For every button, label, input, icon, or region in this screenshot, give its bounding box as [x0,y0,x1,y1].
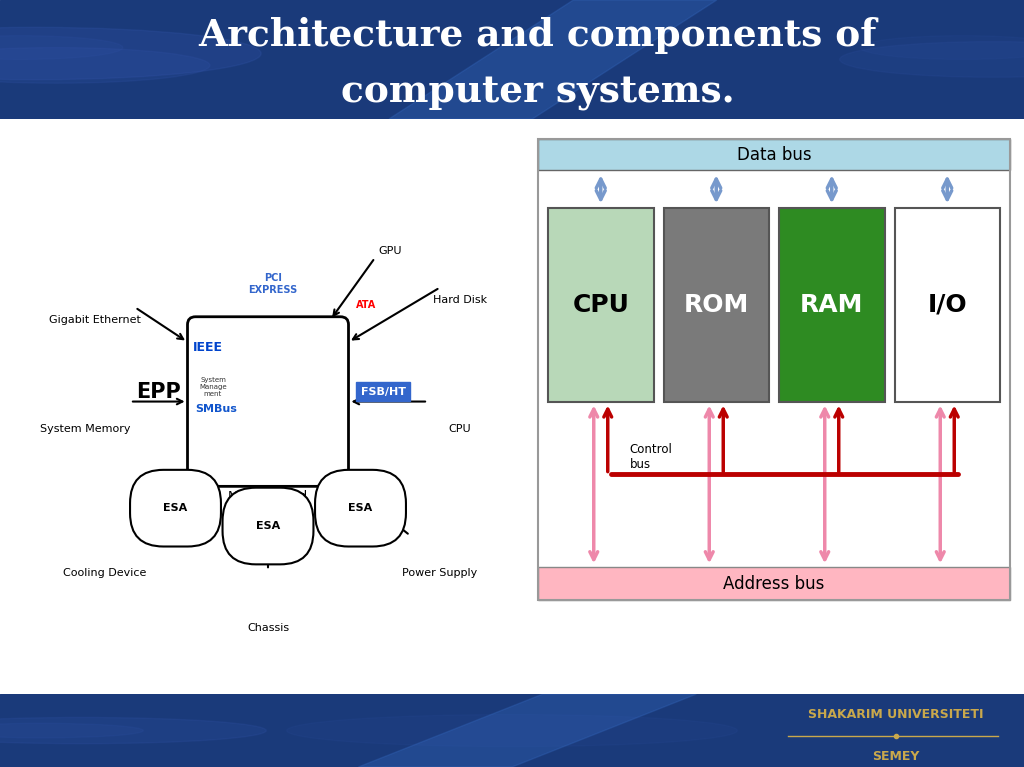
Circle shape [0,35,123,60]
Circle shape [287,715,737,746]
Text: Architecture and components of: Architecture and components of [199,17,877,54]
Text: SHAKARIM UNIVERSITETI: SHAKARIM UNIVERSITETI [808,708,984,721]
Text: ESA: ESA [348,503,373,513]
Text: Chassis: Chassis [247,623,289,633]
Text: PCI
EXPRESS: PCI EXPRESS [249,273,298,295]
Text: System
Manage
ment: System Manage ment [200,377,226,397]
Polygon shape [358,694,696,767]
Text: Motherboard: Motherboard [228,490,308,503]
Text: Control
bus: Control bus [630,443,673,471]
Polygon shape [389,0,717,119]
Text: Cooling Device: Cooling Device [63,568,146,578]
Text: CPU: CPU [572,293,629,317]
Text: FSB/HT: FSB/HT [360,387,406,397]
Bar [895,208,1000,402]
Text: IEEE: IEEE [193,341,223,354]
Bar [779,208,885,402]
Circle shape [840,41,1024,77]
FancyBboxPatch shape [187,317,348,486]
Bar [538,567,1010,600]
Text: System Memory: System Memory [40,424,130,434]
Text: ATA: ATA [355,300,376,310]
Text: Gigabit Ethernet: Gigabit Ethernet [49,315,141,325]
Text: Address bus: Address bus [723,574,824,593]
Bar [664,208,769,402]
Circle shape [0,717,266,744]
Text: Power Supply: Power Supply [402,568,477,578]
Text: ESA: ESA [256,521,281,531]
Circle shape [0,28,261,80]
Text: computer systems.: computer systems. [341,74,734,111]
Bar [538,139,1010,170]
Text: Data bus: Data bus [736,146,811,163]
Bar [548,208,653,402]
Text: ROM: ROM [684,293,749,317]
Text: I/O: I/O [928,293,967,317]
Text: SMBus: SMBus [195,404,237,414]
Circle shape [0,48,210,84]
Text: Hard Disk: Hard Disk [433,295,487,305]
Circle shape [860,35,1024,60]
Text: SEMEY: SEMEY [872,749,920,762]
Text: RAM: RAM [800,293,863,317]
Text: EPP: EPP [136,382,180,402]
Circle shape [0,723,143,738]
Text: CPU: CPU [449,424,471,434]
Text: GPU: GPU [378,246,401,256]
Text: ESA: ESA [164,503,187,513]
Bar [538,139,1010,600]
